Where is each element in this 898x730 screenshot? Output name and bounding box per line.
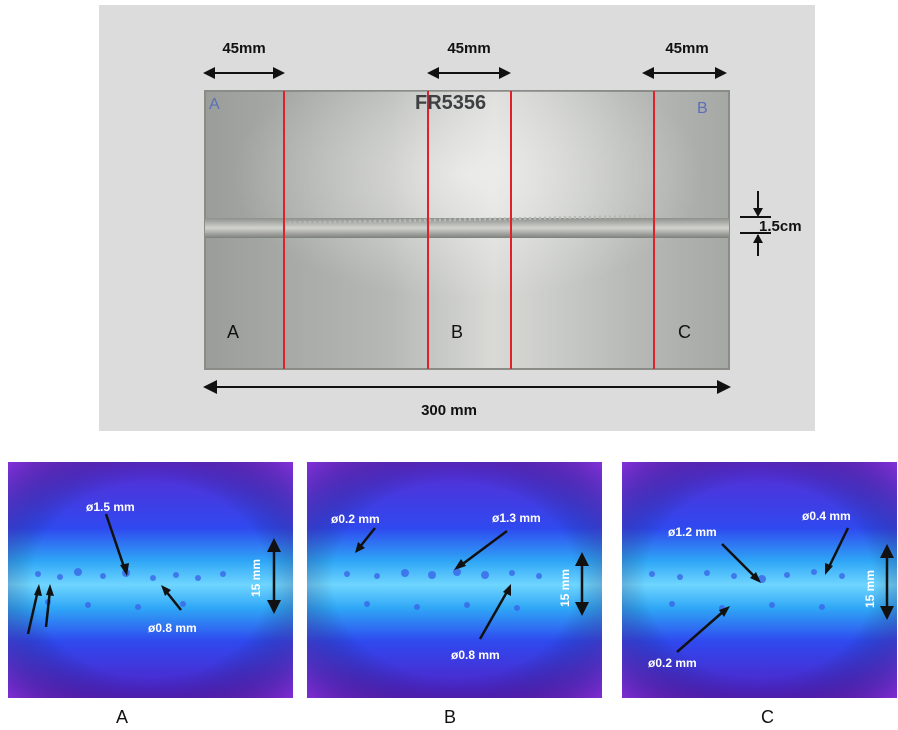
width-label-c: 15 mm — [863, 570, 877, 608]
dimension-label-left: 45mm — [222, 40, 265, 57]
radiograph-vignette-a — [8, 462, 293, 698]
section-label-c: C — [678, 322, 691, 342]
dimension-arrow-mid — [427, 67, 511, 79]
width-label-b: 15 mm — [558, 569, 572, 607]
section-label-a: A — [227, 322, 239, 342]
radiograph-c: ø1.2 mm ø0.4 mm ø0.2 mm 15 mm — [622, 462, 897, 698]
handwritten-mark-b: B — [697, 100, 708, 117]
pore-label-c-2: ø0.4 mm — [802, 509, 851, 523]
radiograph-caption-b: B — [444, 707, 457, 727]
dimension-arrow-left — [203, 67, 285, 79]
width-label-a: 15 mm — [249, 559, 263, 597]
pore-label-b-1: ø0.2 mm — [331, 512, 380, 526]
pore-label-c-1: ø1.2 mm — [668, 525, 717, 539]
porosity-dots-c — [649, 569, 845, 611]
pore-label-c-3: ø0.2 mm — [648, 656, 697, 670]
pore-arrows-a — [26, 513, 281, 635]
handwritten-mark-a: A — [209, 96, 220, 113]
pore-label-b-2: ø1.3 mm — [492, 511, 541, 525]
radiograph-vignette-b — [307, 462, 602, 698]
porosity-dots-b — [344, 568, 542, 611]
radiograph-caption-c: C — [761, 707, 774, 727]
section-label-b: B — [451, 322, 463, 342]
length-label: 300 mm — [421, 402, 477, 419]
dimension-label-mid: 45mm — [447, 40, 490, 57]
bead-width-indicator — [740, 191, 771, 256]
dimension-arrow-right — [642, 67, 727, 79]
pore-label-a-1: ø1.5 mm — [86, 500, 135, 514]
weld-plate-photo: 45mm 45mm 45mm A B FR5356 A B C 1.5cm 30… — [99, 5, 815, 431]
pore-label-a-2: ø0.8 mm — [148, 621, 197, 635]
plate-code: FR5356 — [415, 92, 486, 114]
dimension-label-right: 45mm — [665, 40, 708, 57]
pore-arrows-c — [676, 527, 894, 653]
pore-arrows-b — [355, 527, 589, 640]
radiograph-b: ø0.2 mm ø1.3 mm ø0.8 mm 15 mm — [307, 462, 602, 698]
bead-width-label: 1.5cm — [759, 218, 802, 235]
length-arrow — [203, 380, 731, 394]
radiograph-caption-a: A — [116, 707, 129, 727]
pore-label-b-3: ø0.8 mm — [451, 648, 500, 662]
radiograph-a: ø1.5 mm ø0.8 mm 15 mm — [8, 462, 293, 698]
